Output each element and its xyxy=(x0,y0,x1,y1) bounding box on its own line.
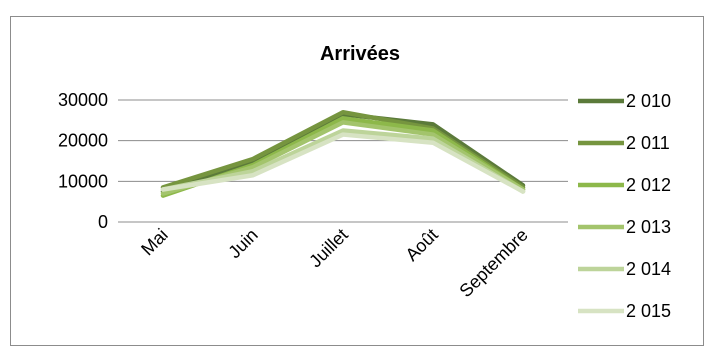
legend: 2 010 2 011 2 012 2 013 2 014 2 015 xyxy=(578,91,671,321)
series-line-5 xyxy=(160,132,526,194)
x-tick-label: Mai xyxy=(137,225,172,260)
legend-label: 2 011 xyxy=(626,133,670,153)
x-tick-label: Juin xyxy=(224,225,261,262)
series-lines xyxy=(160,109,526,198)
x-tick-label: Août xyxy=(402,225,442,265)
chart-title: Arrivées xyxy=(320,43,400,65)
legend-label: 2 014 xyxy=(626,259,671,279)
y-tick-label: 0 xyxy=(98,212,108,232)
y-tick-label: 10000 xyxy=(58,171,108,191)
legend-label: 2 013 xyxy=(626,217,671,237)
legend-label: 2 010 xyxy=(626,91,671,111)
x-tick-label: Juillet xyxy=(305,225,352,272)
x-tick-label: Septembre xyxy=(455,225,531,301)
series-line-4 xyxy=(160,128,526,194)
legend-label: 2 015 xyxy=(626,301,671,321)
y-axis: 0 10000 20000 30000 xyxy=(58,90,108,232)
y-tick-label: 20000 xyxy=(58,131,108,151)
x-axis: Mai Juin Juillet Août Septembre xyxy=(137,225,532,301)
legend-label: 2 012 xyxy=(626,175,671,195)
y-tick-label: 30000 xyxy=(58,90,108,110)
